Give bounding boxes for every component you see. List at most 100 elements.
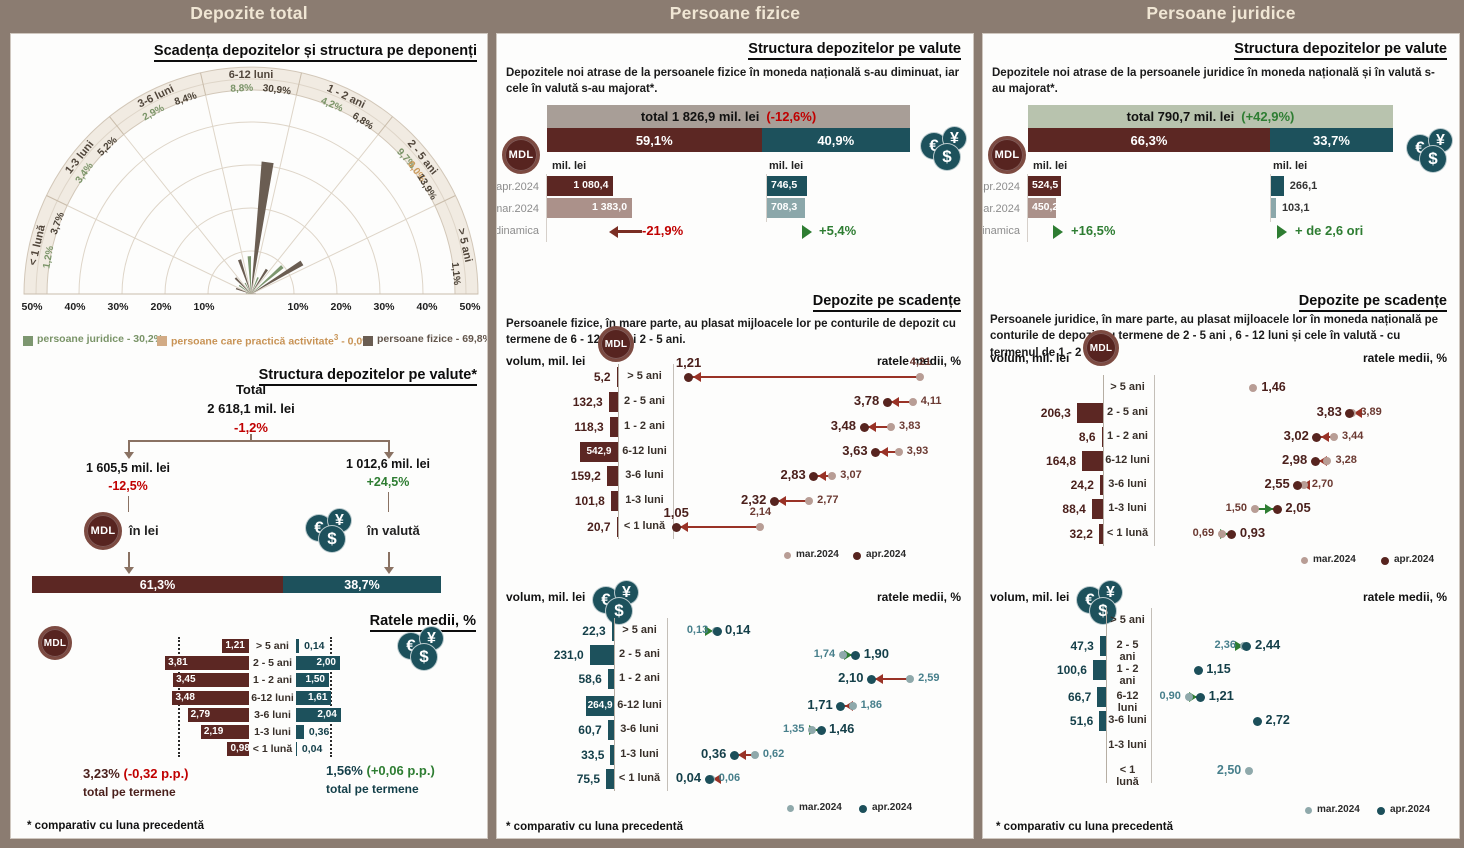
rate-value-apr: 2,05 bbox=[1285, 500, 1311, 515]
p2-mdl-vol-label: volum, mil. lei bbox=[506, 354, 586, 368]
rate-dot-mar bbox=[839, 651, 848, 659]
rate-value-mar: 4,21 bbox=[909, 356, 932, 368]
volume-bar bbox=[1098, 524, 1103, 544]
legend-swatch-icon bbox=[23, 336, 33, 346]
volume-bar bbox=[616, 517, 618, 537]
rate-dot-apr bbox=[859, 422, 869, 432]
rate-value-mar: 2,70 bbox=[1311, 478, 1334, 490]
rate-dot-mar bbox=[908, 398, 917, 406]
tornado-bar-mdl: 1,21 bbox=[222, 639, 249, 653]
rate-value-mar: 2,36 bbox=[1214, 639, 1236, 651]
maturity-category: 3-6 luni bbox=[620, 723, 659, 735]
tornado-value-valuta: 0,04 bbox=[301, 743, 323, 756]
rate-value-mar: 2,59 bbox=[918, 672, 940, 684]
volume-bar bbox=[607, 669, 614, 689]
rate-dot-apr bbox=[1293, 480, 1303, 490]
row-label: mar.2024 bbox=[496, 203, 539, 215]
rate-arrow-line bbox=[867, 426, 889, 428]
tornado-category: < 1 lună bbox=[252, 743, 293, 756]
tornado-value-valuta: 1,50 bbox=[305, 674, 325, 686]
share-bar-mdl: 66,3% bbox=[1028, 128, 1270, 152]
legend-dot-mar bbox=[1305, 807, 1312, 814]
maturity-category: 6-12 luni bbox=[617, 699, 662, 711]
header-depozite-total: Depozite total bbox=[190, 3, 308, 23]
share-valuta: 40,9% bbox=[817, 132, 855, 148]
rate-dot-apr bbox=[1227, 529, 1237, 539]
rate-dot-apr bbox=[1345, 408, 1355, 418]
volume-value: 24,2 bbox=[1070, 478, 1094, 492]
valuta-total-rate: 1,56% (+0,06 p.p.) bbox=[326, 763, 435, 778]
volume-value: 206,3 bbox=[1040, 406, 1071, 420]
rate-axis bbox=[1151, 608, 1152, 783]
polar-axis-tick: 50% bbox=[459, 301, 481, 313]
maturity-category: 1-3 luni bbox=[1108, 502, 1147, 514]
maturity-category: 2 - 5 ani bbox=[619, 648, 660, 660]
foreign-currency-icon: € ¥ $ bbox=[1076, 580, 1124, 626]
polar-legend: persoane juridice - 30,2% persoane care p… bbox=[11, 332, 487, 350]
month-bar-mdl-mar: 450,2 bbox=[1028, 198, 1058, 218]
month-bar-valuta-apr bbox=[1271, 176, 1284, 196]
volume-bar bbox=[1099, 636, 1106, 656]
rate-arrow-icon bbox=[1265, 504, 1274, 514]
legend-mar: mar.2024 bbox=[799, 802, 842, 813]
rate-value-apr: 1,90 bbox=[863, 646, 890, 661]
valuta-total-value: 1,56% bbox=[326, 763, 363, 778]
volume-value: 88,4 bbox=[1062, 502, 1086, 516]
volume-bar bbox=[609, 417, 618, 437]
volume-value: 32,2 bbox=[1069, 527, 1093, 541]
chart-element bbox=[128, 552, 130, 567]
rate-dot-mar bbox=[1323, 457, 1332, 465]
rate-dot-apr bbox=[684, 372, 694, 382]
tornado-value-valuta: 1,61 bbox=[307, 691, 328, 703]
dynamics-arrow-icon bbox=[802, 225, 812, 239]
mdl-currency-icon: MDL bbox=[38, 626, 72, 660]
legend-dot-mar bbox=[787, 805, 794, 812]
legend-apr: apr.2024 bbox=[866, 549, 907, 560]
panel-persoane-juridice: Structura depozitelor pe valute Depozite… bbox=[982, 33, 1460, 839]
total-bar: total 1 826,9 mil. lei (-12,6%) bbox=[547, 105, 910, 128]
volume-value: 159,2 bbox=[570, 469, 601, 483]
tornado-value-mdl: 2,19 bbox=[203, 726, 224, 737]
down-arrowhead-icon bbox=[384, 567, 394, 574]
mdl-currency-icon: MDL bbox=[502, 136, 540, 174]
tree-lei-label: în lei bbox=[129, 523, 159, 538]
polar-wedge bbox=[251, 277, 259, 294]
rate-value-mar: 1,74 bbox=[813, 648, 836, 660]
rate-value-mar: 3,89 bbox=[1360, 406, 1382, 418]
foreign-currency-icon: € ¥ $ bbox=[305, 508, 353, 554]
polar-wedge bbox=[234, 277, 251, 294]
chart-element bbox=[128, 440, 389, 442]
volume-value: 66,7 bbox=[1067, 690, 1092, 704]
maturity-category: 1-3 luni bbox=[625, 494, 664, 506]
rate-dot-apr bbox=[671, 522, 681, 532]
rate-value-mar: 3,83 bbox=[899, 420, 921, 432]
volume-value: 58,6 bbox=[578, 672, 602, 686]
row-label: apr.2024 bbox=[983, 181, 1020, 193]
maturity-category: > 5 ani bbox=[1110, 614, 1145, 626]
rate-dot-apr bbox=[1253, 716, 1263, 726]
maturity-category: > 5 ani bbox=[627, 370, 662, 382]
share-valuta: 33,7% bbox=[1313, 132, 1350, 148]
rate-dot-apr bbox=[866, 674, 876, 684]
volume-bar bbox=[589, 645, 614, 665]
dynamics-value: +5,4% bbox=[819, 223, 857, 238]
tornado-bar-mdl: 2,79 bbox=[187, 707, 249, 722]
p3-val-rate-label: ratele medii, % bbox=[1362, 590, 1447, 604]
row-label: dinamica bbox=[496, 225, 539, 237]
rate-dot-mar bbox=[1218, 530, 1227, 538]
header-persoane-juridice: Persoane juridice bbox=[1146, 3, 1296, 23]
maturity-category: 6-12 luni bbox=[1105, 454, 1150, 466]
rate-dot-mar bbox=[916, 373, 925, 381]
volume-axis bbox=[618, 364, 619, 539]
total-bar: total 790,7 mil. lei (+42,9%) bbox=[1028, 105, 1393, 128]
rate-dot-apr bbox=[712, 626, 722, 636]
maturity-category: 1 - 2 ani bbox=[619, 672, 660, 684]
month-bar-mdl-mar: 1 383,0 bbox=[547, 198, 633, 218]
rate-value: 2,50 bbox=[1216, 763, 1242, 777]
tree-share-lei: 61,3% bbox=[139, 577, 176, 592]
rate-value-mar: 3,93 bbox=[906, 445, 929, 457]
tornado-bar-valuta bbox=[296, 639, 300, 653]
polar-wedge bbox=[237, 259, 251, 294]
rate-dot-apr bbox=[882, 397, 892, 407]
fx-coin-icon: $ bbox=[318, 525, 346, 553]
